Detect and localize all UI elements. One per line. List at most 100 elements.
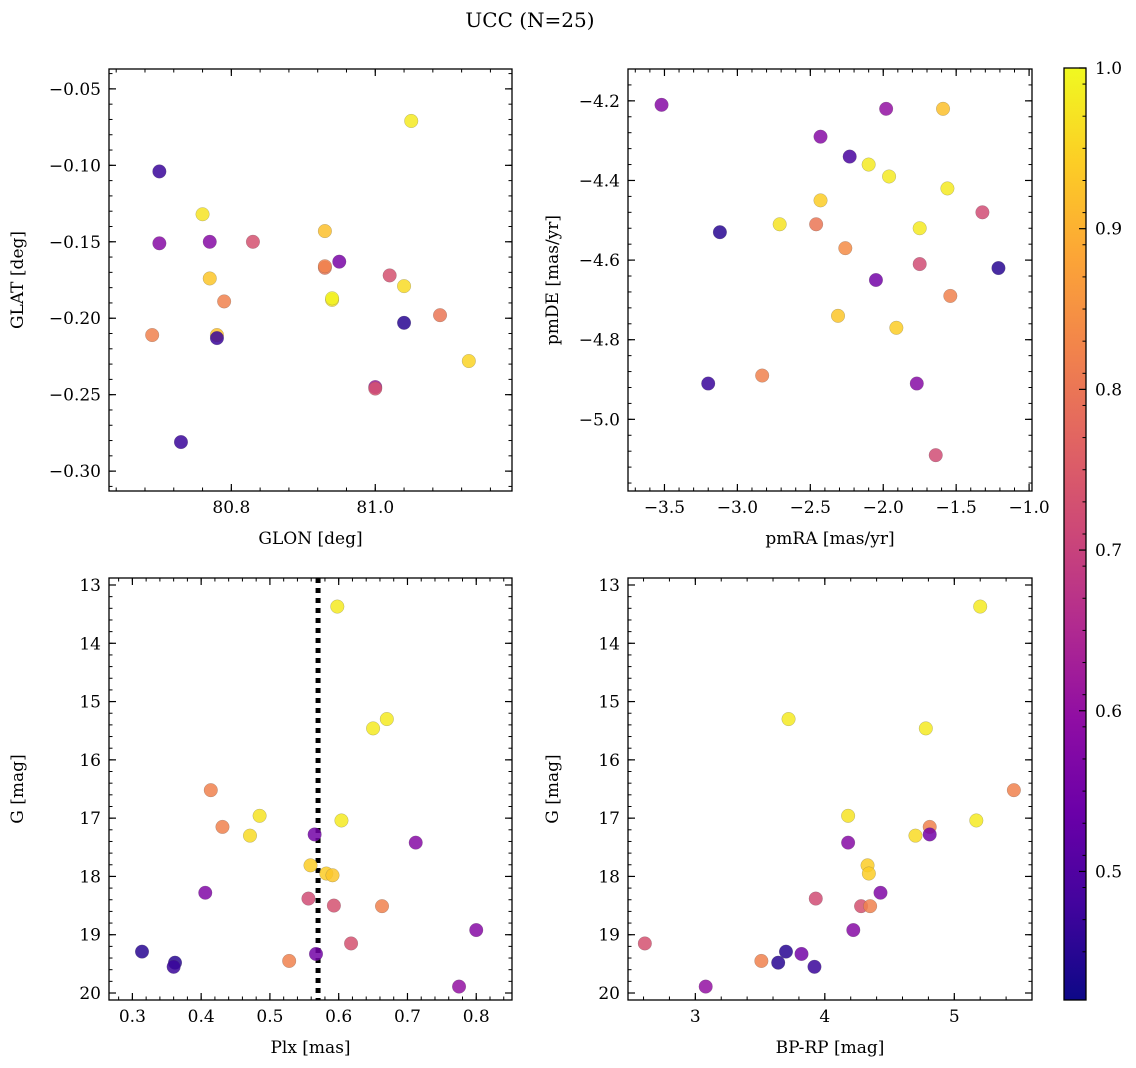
y-tick-label: −0.05 [49, 80, 101, 100]
data-point [861, 866, 876, 881]
y-tick-label: 20 [598, 984, 620, 1004]
data-point [202, 271, 217, 286]
y-tick-label: 17 [79, 809, 101, 829]
colorbar-tick-label: 1.0 [1095, 59, 1122, 79]
data-point [794, 946, 809, 961]
data-points [145, 113, 476, 450]
data-point [868, 273, 883, 288]
data-point [918, 721, 933, 736]
data-point [379, 712, 394, 727]
y-tick-label: −0.15 [49, 233, 101, 253]
panels: 80.8 81.0 −0.05 −0.10 −0.15 −0.20 −0.25 −0.30 GL… [8, 68, 1050, 1058]
data-point [203, 783, 218, 798]
y-tick-label: 15 [79, 693, 101, 713]
data-point [701, 376, 716, 391]
data-point [433, 308, 448, 323]
axes-frame [627, 68, 1033, 492]
y-tick-label: −4.4 [579, 171, 620, 191]
scatter-panel-2: −3.5 −3.0 −2.5 −2.0 −1.5 −1.0 −4.2 −4.4 −4.6 −4.8… [543, 68, 1050, 549]
colorbar: 0.5 0.6 0.7 0.8 0.9 1.0 [1063, 59, 1122, 1001]
data-point [637, 936, 652, 951]
y-axis-label: G [mag] [543, 754, 563, 823]
y-tick-label: 15 [598, 693, 620, 713]
data-point [282, 953, 297, 968]
data-point [778, 944, 793, 959]
y-tick-label: 19 [79, 926, 101, 946]
data-point [368, 381, 383, 396]
scatter-panel-1: 80.8 81.0 −0.05 −0.10 −0.15 −0.20 −0.25 −0.30 GL… [8, 68, 513, 549]
data-point [317, 224, 332, 239]
data-point [772, 217, 787, 232]
colorbar-tick-label: 0.8 [1095, 380, 1122, 400]
x-axis-label: pmRA [mas/yr] [765, 529, 894, 549]
data-point [808, 891, 823, 906]
data-point [973, 599, 988, 614]
data-point [928, 448, 943, 463]
data-point [217, 294, 232, 309]
data-point [908, 828, 923, 843]
data-point [366, 721, 381, 736]
data-point [145, 328, 160, 343]
x-tick-label: 0.4 [188, 1007, 215, 1027]
y-axis-label: G [mag] [8, 754, 28, 823]
data-point [873, 885, 888, 900]
x-tick-label: −3.0 [717, 498, 758, 518]
data-point [813, 129, 828, 144]
data-point [1006, 783, 1021, 798]
data-point [975, 205, 990, 220]
y-tick-label: 14 [79, 634, 101, 654]
x-tick-label: 0.6 [325, 1007, 352, 1027]
data-points [135, 578, 484, 1000]
y-tick-label: −4.6 [579, 251, 620, 271]
data-point [754, 953, 769, 968]
axes-frame [108, 68, 513, 492]
data-point [461, 354, 476, 369]
x-tick-label: 5 [949, 1007, 960, 1027]
data-point [152, 164, 167, 179]
colorbar-tick-label: 0.9 [1095, 220, 1122, 240]
data-point [882, 169, 897, 184]
data-point [452, 979, 467, 994]
data-point [309, 946, 324, 961]
x-tick-label: −1.5 [936, 498, 977, 518]
x-tick-label: 4 [819, 1007, 830, 1027]
data-point [209, 331, 224, 346]
data-point [943, 288, 958, 303]
x-tick-label: −2.5 [790, 498, 831, 518]
data-point [408, 835, 423, 850]
figure-title: UCC (N=25) [465, 8, 594, 32]
data-point [242, 828, 257, 843]
data-point [469, 923, 484, 938]
data-point [846, 923, 861, 938]
x-tick-label: 80.8 [212, 498, 250, 518]
data-points [637, 599, 1021, 994]
data-points [654, 97, 1006, 463]
scatter-panel-3: 0.3 0.4 0.5 0.6 0.7 0.8 13 14 15 16 17 18 19 20 Plx [m… [8, 576, 513, 1058]
x-tick-label: −3.5 [644, 498, 685, 518]
data-point [330, 599, 345, 614]
data-point [202, 234, 217, 249]
y-tick-label: −5.0 [579, 410, 620, 430]
data-point [838, 241, 853, 256]
data-point [303, 858, 318, 873]
axes-frame [627, 577, 1033, 1001]
x-tick-label: 3 [690, 1007, 701, 1027]
data-point [326, 898, 341, 913]
x-axis-label: BP-RP [mag] [776, 1038, 885, 1058]
data-point [831, 308, 846, 323]
y-axis-label: GLAT [deg] [8, 231, 28, 329]
y-tick-label: 18 [79, 867, 101, 887]
x-tick-label: 0.8 [463, 1007, 490, 1027]
x-axis-label: Plx [mas] [270, 1038, 350, 1058]
x-axis-label: GLON [deg] [258, 529, 362, 549]
data-point [382, 268, 397, 283]
y-tick-label: 20 [79, 984, 101, 1004]
data-point [712, 225, 727, 240]
x-tick-label: −2.0 [863, 498, 904, 518]
x-tick-label: 0.7 [394, 1007, 421, 1027]
data-point [325, 291, 340, 306]
y-tick-label: −0.25 [49, 386, 101, 406]
y-tick-label: −4.8 [579, 331, 620, 351]
data-point [215, 819, 230, 834]
